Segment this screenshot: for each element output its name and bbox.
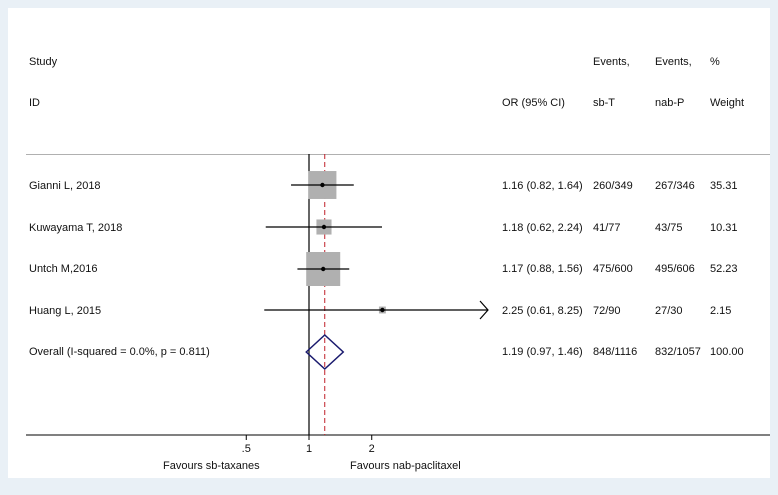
plot-panel: Study ID OR (95% CI) Events, sb-T Events… — [8, 8, 770, 478]
study-label: Huang L, 2015 — [29, 305, 102, 317]
events-sbt: 72/90 — [593, 305, 621, 317]
forest-chart: .5 1 2 — [26, 154, 770, 455]
weight: 2.15 — [710, 305, 732, 317]
overall-weight: 100.00 — [710, 346, 744, 358]
study-point-estimate — [380, 307, 385, 313]
weight: 10.31 — [710, 222, 738, 234]
header-weight-line2: Weight — [710, 97, 745, 109]
or-ci-text: 1.18 (0.62, 2.24) — [502, 222, 583, 234]
events-sbt: 260/349 — [593, 180, 633, 192]
events-sbt: 475/600 — [593, 263, 633, 275]
overall-events-nabp: 832/1057 — [655, 346, 701, 358]
header-or-ci: OR (95% CI) — [502, 97, 565, 109]
study-point-estimate — [320, 182, 325, 188]
header-separator — [26, 154, 770, 155]
weight: 52.23 — [710, 263, 738, 275]
header-events-nabp-line1: Events, — [655, 56, 692, 68]
ci-arrow-right — [479, 300, 489, 320]
header-weight-line1: % — [710, 56, 720, 68]
x-tick-label: 2 — [369, 443, 375, 455]
x-tick-label: 1 — [306, 443, 312, 455]
weight: 35.31 — [710, 180, 738, 192]
header-study: Study — [29, 56, 58, 68]
events-sbt: 41/77 — [593, 222, 621, 234]
header-events-sbt-line1: Events, — [593, 56, 630, 68]
pooled-diamond — [305, 333, 345, 371]
events-nabp: 27/30 — [655, 305, 683, 317]
x-tick-label: .5 — [242, 443, 251, 455]
header-events-sbt-line2: sb-T — [593, 97, 615, 109]
events-nabp: 43/75 — [655, 222, 683, 234]
study-label: Gianni L, 2018 — [29, 180, 101, 192]
overall-label: Overall (I-squared = 0.0%, p = 0.811) — [29, 346, 210, 358]
study-label: Untch M,2016 — [29, 263, 98, 275]
events-nabp: 267/346 — [655, 180, 695, 192]
study-label: Kuwayama T, 2018 — [29, 222, 123, 234]
header-id: ID — [29, 97, 40, 109]
overall-or-ci-text: 1.19 (0.97, 1.46) — [502, 346, 583, 358]
study-point-estimate — [321, 224, 327, 230]
header-events-nabp-line2: nab-P — [655, 97, 685, 109]
favours-left-label: Favours sb-taxanes — [163, 460, 260, 472]
overall-events-sbt: 848/1116 — [593, 346, 638, 358]
study-point-estimate — [321, 266, 326, 272]
or-ci-text: 1.16 (0.82, 1.64) — [502, 180, 583, 192]
favours-right-label: Favours nab-paclitaxel — [350, 460, 461, 472]
or-ci-text: 2.25 (0.61, 8.25) — [502, 305, 583, 317]
or-ci-text: 1.17 (0.88, 1.56) — [502, 263, 583, 275]
events-nabp: 495/606 — [655, 263, 695, 275]
